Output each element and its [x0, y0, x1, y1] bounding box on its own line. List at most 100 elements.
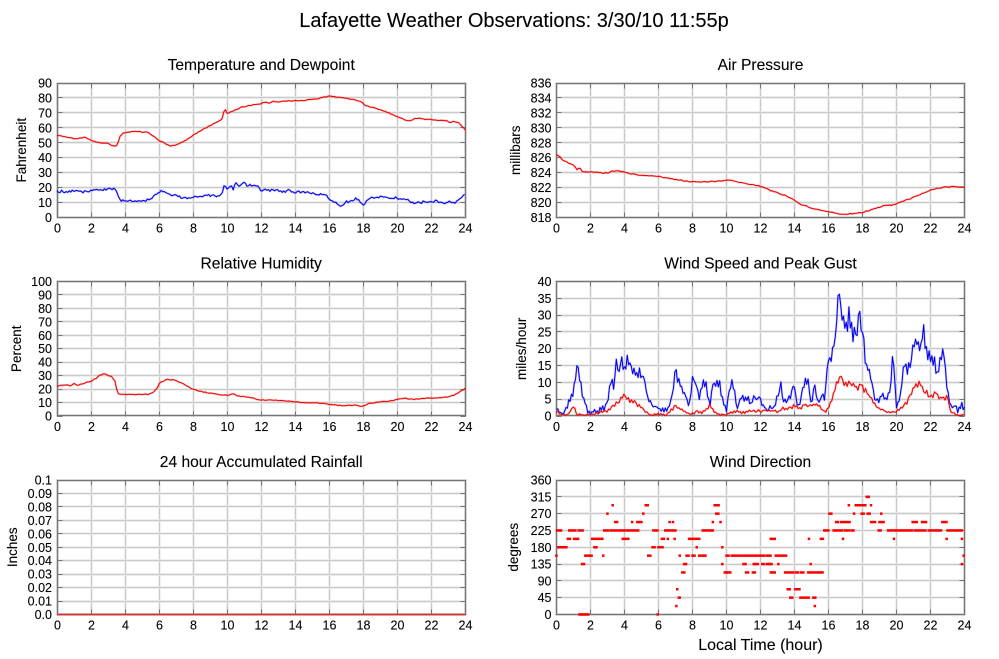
svg-text:70: 70	[38, 315, 52, 329]
svg-text:16: 16	[323, 619, 337, 633]
svg-text:10: 10	[538, 376, 552, 390]
svg-text:0: 0	[545, 410, 552, 424]
svg-text:10: 10	[38, 396, 52, 410]
svg-text:12: 12	[754, 619, 768, 633]
svg-text:0.01: 0.01	[28, 595, 52, 609]
svg-text:4: 4	[621, 619, 628, 633]
svg-text:822: 822	[531, 181, 552, 195]
svg-text:Temperature and Dewpoint: Temperature and Dewpoint	[168, 57, 356, 74]
svg-text:180: 180	[531, 541, 552, 555]
svg-text:18: 18	[856, 420, 870, 434]
svg-text:824: 824	[531, 166, 552, 180]
svg-text:0.02: 0.02	[28, 581, 52, 595]
svg-text:Lafayette Weather Observations: Lafayette Weather Observations: 3/30/10 …	[299, 10, 729, 32]
svg-text:14: 14	[289, 222, 303, 236]
svg-text:0: 0	[45, 410, 52, 424]
svg-text:2: 2	[587, 420, 594, 434]
svg-text:10: 10	[720, 420, 734, 434]
svg-text:4: 4	[122, 420, 129, 434]
svg-text:10: 10	[221, 420, 235, 434]
svg-text:Wind Direction: Wind Direction	[710, 454, 811, 471]
svg-text:100: 100	[31, 275, 52, 289]
svg-text:818: 818	[531, 211, 552, 225]
svg-text:16: 16	[822, 222, 836, 236]
svg-text:14: 14	[788, 420, 802, 434]
svg-text:14: 14	[788, 619, 802, 633]
svg-text:45: 45	[538, 591, 552, 605]
svg-text:16: 16	[323, 222, 337, 236]
svg-text:2: 2	[587, 222, 594, 236]
svg-text:22: 22	[425, 222, 439, 236]
svg-text:4: 4	[122, 222, 129, 236]
svg-text:14: 14	[788, 222, 802, 236]
svg-text:Wind Speed and Peak Gust: Wind Speed and Peak Gust	[664, 256, 857, 273]
svg-text:30: 30	[538, 309, 552, 323]
svg-text:6: 6	[156, 619, 163, 633]
svg-text:35: 35	[538, 292, 552, 306]
svg-text:0: 0	[545, 608, 552, 622]
svg-text:Relative Humidity: Relative Humidity	[201, 256, 323, 273]
svg-text:Local Time (hour): Local Time (hour)	[698, 637, 823, 654]
svg-text:2: 2	[587, 619, 594, 633]
svg-text:820: 820	[531, 196, 552, 210]
svg-text:2: 2	[88, 420, 95, 434]
svg-text:10: 10	[221, 222, 235, 236]
svg-text:22: 22	[425, 420, 439, 434]
svg-text:16: 16	[323, 420, 337, 434]
svg-text:315: 315	[531, 490, 552, 504]
svg-text:6: 6	[655, 619, 662, 633]
svg-text:225: 225	[531, 524, 552, 538]
svg-text:828: 828	[531, 136, 552, 150]
svg-text:20: 20	[391, 619, 405, 633]
svg-text:270: 270	[531, 507, 552, 521]
svg-text:10: 10	[720, 619, 734, 633]
svg-text:0.1: 0.1	[35, 474, 52, 488]
svg-text:135: 135	[531, 558, 552, 572]
svg-text:miles/hour: miles/hour	[514, 317, 529, 380]
svg-text:60: 60	[38, 121, 52, 135]
svg-text:12: 12	[754, 222, 768, 236]
svg-text:Air Pressure: Air Pressure	[718, 57, 804, 74]
svg-text:4: 4	[621, 222, 628, 236]
svg-text:20: 20	[890, 619, 904, 633]
svg-text:22: 22	[924, 420, 938, 434]
svg-text:6: 6	[655, 420, 662, 434]
svg-text:24: 24	[459, 420, 473, 434]
svg-text:4: 4	[122, 619, 129, 633]
svg-text:60: 60	[38, 329, 52, 343]
svg-text:0: 0	[45, 211, 52, 225]
svg-text:18: 18	[357, 222, 371, 236]
svg-text:18: 18	[856, 619, 870, 633]
svg-text:0.05: 0.05	[28, 541, 52, 555]
svg-text:10: 10	[720, 222, 734, 236]
svg-text:8: 8	[190, 619, 197, 633]
svg-text:90: 90	[38, 77, 52, 91]
svg-text:14: 14	[289, 619, 303, 633]
svg-text:832: 832	[531, 106, 552, 120]
svg-text:12: 12	[255, 619, 269, 633]
svg-text:80: 80	[38, 302, 52, 316]
svg-text:6: 6	[655, 222, 662, 236]
svg-text:20: 20	[538, 342, 552, 356]
svg-text:20: 20	[38, 181, 52, 195]
svg-text:degrees: degrees	[506, 523, 521, 572]
svg-text:12: 12	[754, 420, 768, 434]
svg-text:70: 70	[38, 106, 52, 120]
svg-text:40: 40	[38, 356, 52, 370]
svg-text:20: 20	[391, 222, 405, 236]
svg-text:24: 24	[958, 222, 972, 236]
svg-text:90: 90	[38, 288, 52, 302]
svg-text:0: 0	[54, 222, 61, 236]
svg-text:24: 24	[459, 619, 473, 633]
svg-text:2: 2	[88, 619, 95, 633]
svg-text:20: 20	[890, 420, 904, 434]
svg-text:5: 5	[545, 393, 552, 407]
svg-text:12: 12	[255, 222, 269, 236]
svg-text:24: 24	[958, 619, 972, 633]
svg-text:0: 0	[54, 619, 61, 633]
svg-text:20: 20	[38, 383, 52, 397]
svg-text:22: 22	[924, 222, 938, 236]
svg-text:0.08: 0.08	[28, 500, 52, 514]
svg-text:0.04: 0.04	[28, 554, 52, 568]
svg-text:40: 40	[38, 151, 52, 165]
